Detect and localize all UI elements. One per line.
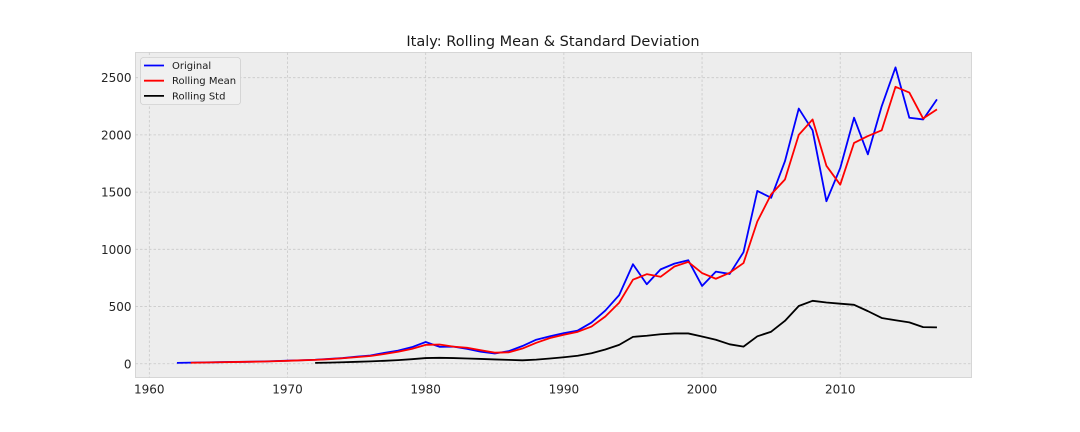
chart-title: Italy: Rolling Mean & Standard Deviation: [406, 34, 699, 50]
x-tick-label: 1970: [272, 383, 303, 397]
legend-items: Original Rolling Mean Rolling Std: [144, 61, 236, 102]
x-tick-label: 1980: [410, 383, 441, 397]
x-tick-label: 2010: [825, 383, 856, 397]
x-tick-label: 2000: [687, 383, 718, 397]
plot-area: [135, 52, 972, 378]
grid: [135, 52, 972, 378]
legend-label-original: Original: [172, 61, 211, 72]
series-line-rolling-std: [315, 299, 937, 364]
x-tick-label: 1960: [134, 383, 165, 397]
series-line-rolling-mean: [190, 85, 938, 364]
legend-box: [140, 57, 241, 105]
y-tick-label: 2000: [101, 128, 132, 142]
y-tick-label: 1000: [101, 243, 132, 257]
legend-label-rolling-mean: Rolling Mean: [172, 76, 236, 87]
legend: Original Rolling Mean Rolling Std: [140, 57, 241, 105]
legend-label-rolling-std: Rolling Std: [172, 91, 225, 102]
y-tick-label: 2500: [101, 71, 132, 85]
x-tick-label: 1990: [549, 383, 580, 397]
y-tick-label: 0: [124, 357, 132, 371]
x-axis: 1960 1970 1980 1990 2000 2010: [134, 383, 855, 397]
y-tick-label: 500: [109, 300, 132, 314]
y-axis: 0 500 1000 1500 2000 2500: [101, 71, 132, 371]
series-layer: [176, 66, 938, 364]
y-tick-label: 1500: [101, 186, 132, 200]
